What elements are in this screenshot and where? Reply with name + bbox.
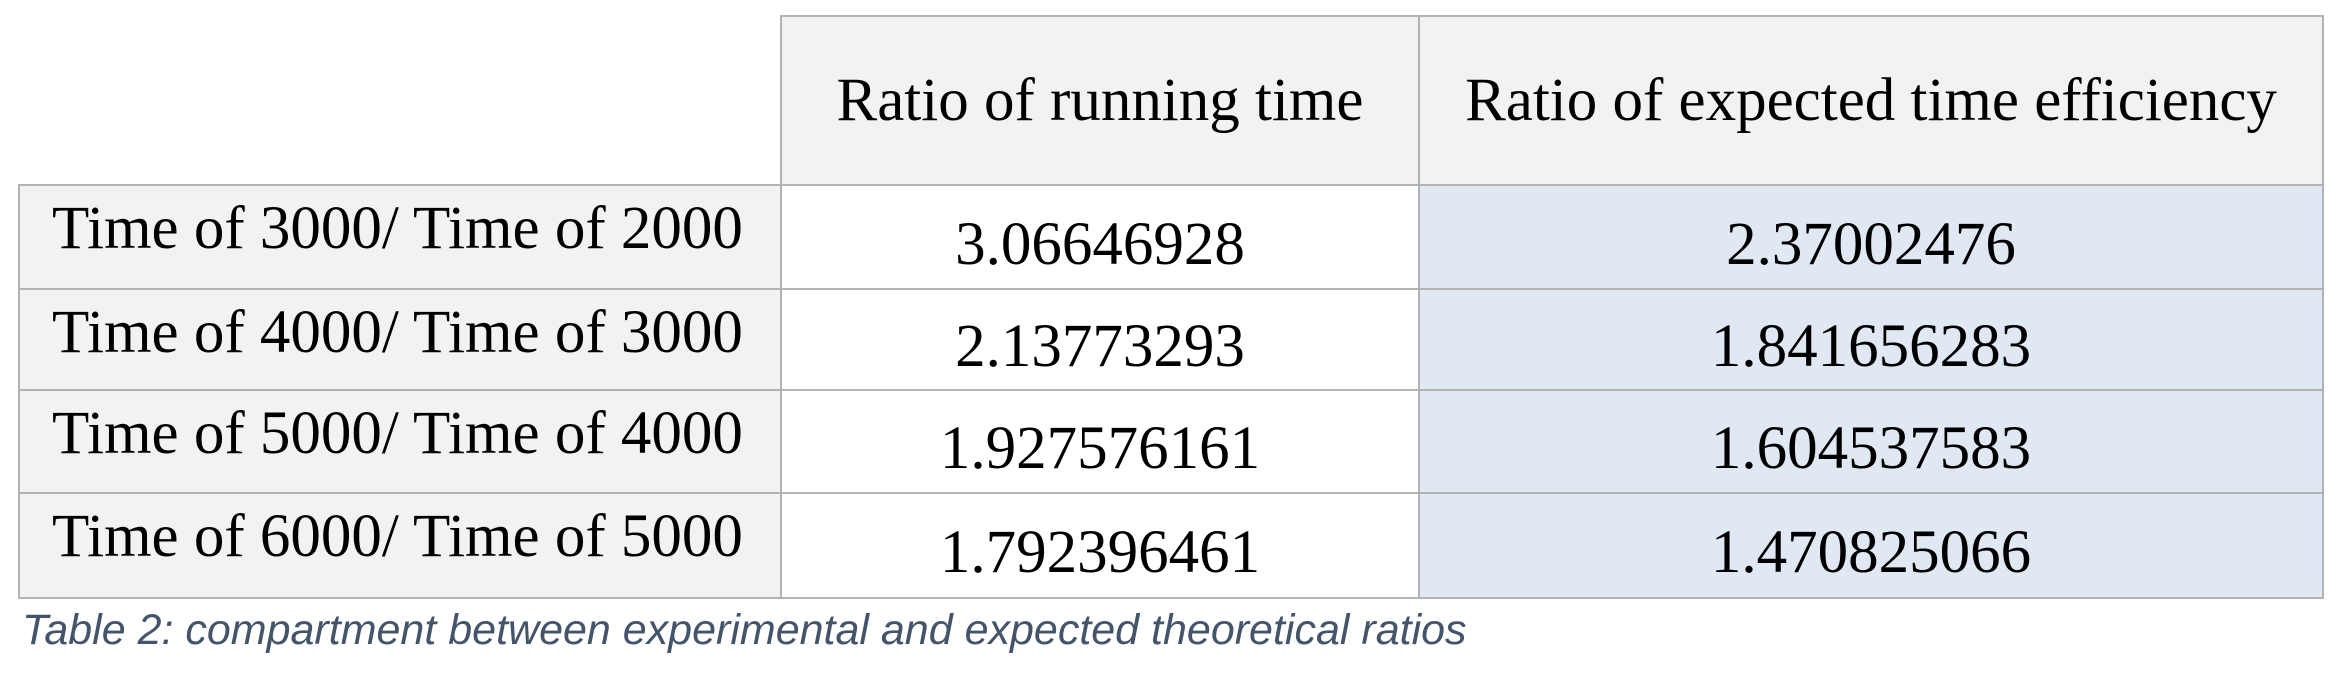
table-caption: Table 2: compartment between experimenta… (22, 606, 1467, 654)
header-expected-efficiency: Ratio of expected time efficiency (1418, 15, 2324, 186)
running-ratio-cell: 1.927576161 (780, 389, 1420, 494)
expected-ratio-cell: 1.604537583 (1418, 389, 2324, 494)
running-ratio-cell: 2.13773293 (780, 288, 1420, 391)
running-ratio-cell: 1.792396461 (780, 492, 1420, 599)
row-label: Time of 6000/ Time of 5000 (18, 492, 782, 599)
header-running-time: Ratio of running time (780, 15, 1420, 186)
row-label: Time of 3000/ Time of 2000 (18, 184, 782, 290)
running-ratio-cell: 3.06646928 (780, 184, 1420, 290)
row-label: Time of 4000/ Time of 3000 (18, 288, 782, 391)
expected-ratio-cell: 2.37002476 (1418, 184, 2324, 290)
row-label: Time of 5000/ Time of 4000 (18, 389, 782, 494)
expected-ratio-cell: 1.841656283 (1418, 288, 2324, 391)
expected-ratio-cell: 1.470825066 (1418, 492, 2324, 599)
